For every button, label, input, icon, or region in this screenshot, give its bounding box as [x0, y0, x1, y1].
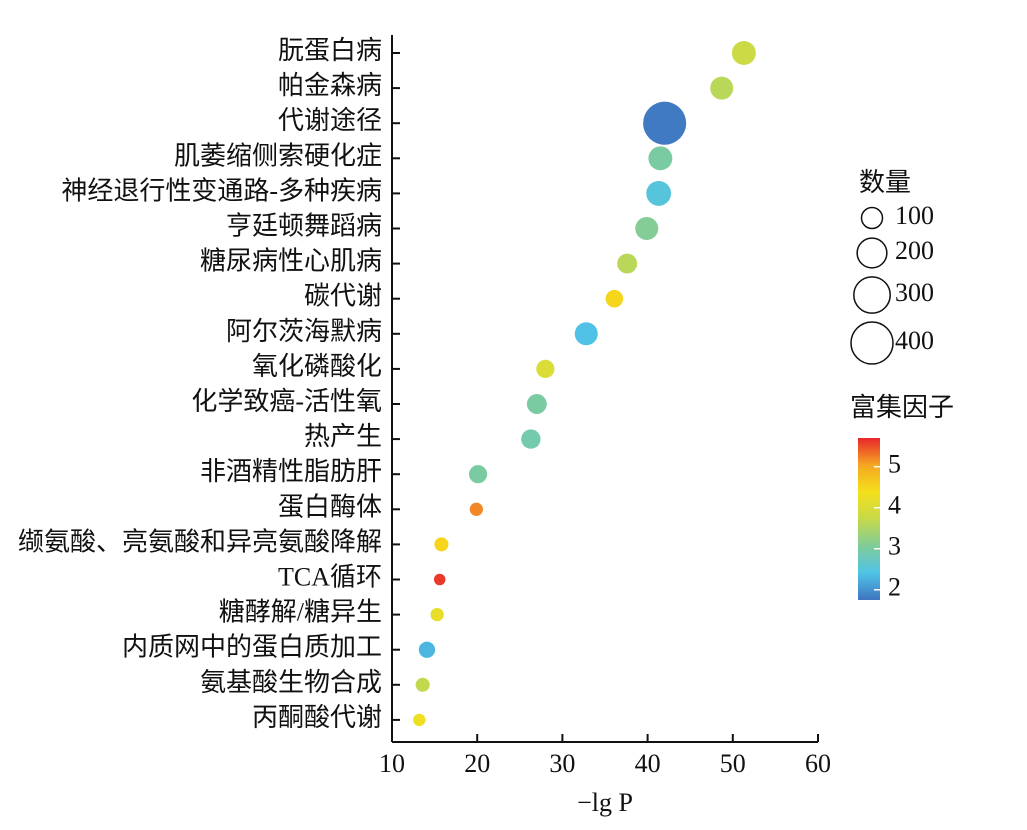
bubble: [415, 677, 430, 692]
y-tick-label: 糖酵解/糖异生: [219, 598, 382, 627]
y-tick-label: 蛋白酶体: [278, 492, 382, 521]
bubble: [526, 394, 547, 414]
colorbar-tick-label: 5: [888, 450, 901, 479]
bubble: [574, 322, 598, 346]
colorbar-tick-label: 3: [888, 532, 901, 561]
bubble: [635, 216, 659, 241]
y-tick-label: 内质网中的蛋白质加工: [122, 633, 382, 662]
y-tick-label: 亨廷顿舞蹈病: [226, 211, 382, 240]
bubble: [617, 253, 638, 274]
bubble: [434, 537, 449, 552]
size-legend-circle: [853, 276, 891, 314]
y-tick-label: 化学致癌-活性氧: [191, 387, 382, 416]
x-tick-label: 60: [805, 749, 831, 778]
y-tick-label: 氧化磷酸化: [252, 352, 382, 381]
bubble: [418, 641, 436, 658]
size-legend-label: 400: [895, 326, 934, 355]
bubble: [648, 146, 673, 171]
y-tick-label: 碳代谢: [304, 282, 382, 311]
size-legend-label: 100: [895, 201, 934, 230]
colorbar-title: 富集因子: [850, 393, 954, 422]
bubble: [521, 429, 541, 449]
bubble: [468, 465, 488, 484]
y-tick-label: 非酒精性脂肪肝: [200, 457, 382, 486]
bubble: [433, 573, 446, 586]
size-legend-circle: [856, 237, 888, 269]
bubble: [536, 359, 555, 378]
size-legend-circle: [850, 321, 894, 365]
y-tick-label: 糖尿病性心肌病: [200, 247, 382, 276]
colorbar-tick-label: 4: [888, 491, 901, 520]
y-tick-label: 缬氨酸、亮氨酸和异亮氨酸降解: [18, 527, 382, 556]
y-tick-label: 丙酮酸代谢: [252, 703, 382, 732]
y-tick-label: 帕金森病: [278, 71, 382, 100]
bubble: [430, 607, 444, 622]
y-tick-label: 氨基酸生物合成: [200, 668, 382, 697]
bubble: [646, 180, 672, 206]
x-tick-label: 10: [379, 749, 405, 778]
y-tick-label: 代谢途径: [278, 106, 382, 135]
bubble: [643, 101, 687, 145]
size-legend-label: 300: [895, 278, 934, 307]
y-tick-label: 热产生: [304, 422, 382, 451]
y-tick-label: 肌萎缩侧索硬化症: [174, 141, 382, 170]
x-tick-label: 40: [635, 749, 661, 778]
colorbar: [858, 438, 880, 600]
y-tick-label: 神经退行性变通路-多种疾病: [61, 176, 382, 205]
bubble: [605, 289, 624, 308]
x-axis-label: −lg P: [577, 788, 633, 817]
colorbar-tick-label: 2: [888, 573, 901, 602]
bubble: [469, 502, 483, 516]
size-legend-label: 200: [895, 236, 934, 265]
bubble: [710, 76, 734, 100]
bubble: [413, 713, 426, 727]
y-tick-label: 朊蛋白病: [278, 36, 382, 65]
y-tick-label: 阿尔茨海默病: [226, 317, 382, 346]
x-tick-label: 30: [549, 749, 575, 778]
size-legend-circle: [860, 206, 884, 230]
x-tick-label: 20: [464, 749, 490, 778]
bubble: [731, 41, 756, 65]
y-tick-label: TCA循环: [278, 562, 382, 591]
x-tick-label: 50: [720, 749, 746, 778]
size-legend-title: 数量: [859, 168, 911, 197]
